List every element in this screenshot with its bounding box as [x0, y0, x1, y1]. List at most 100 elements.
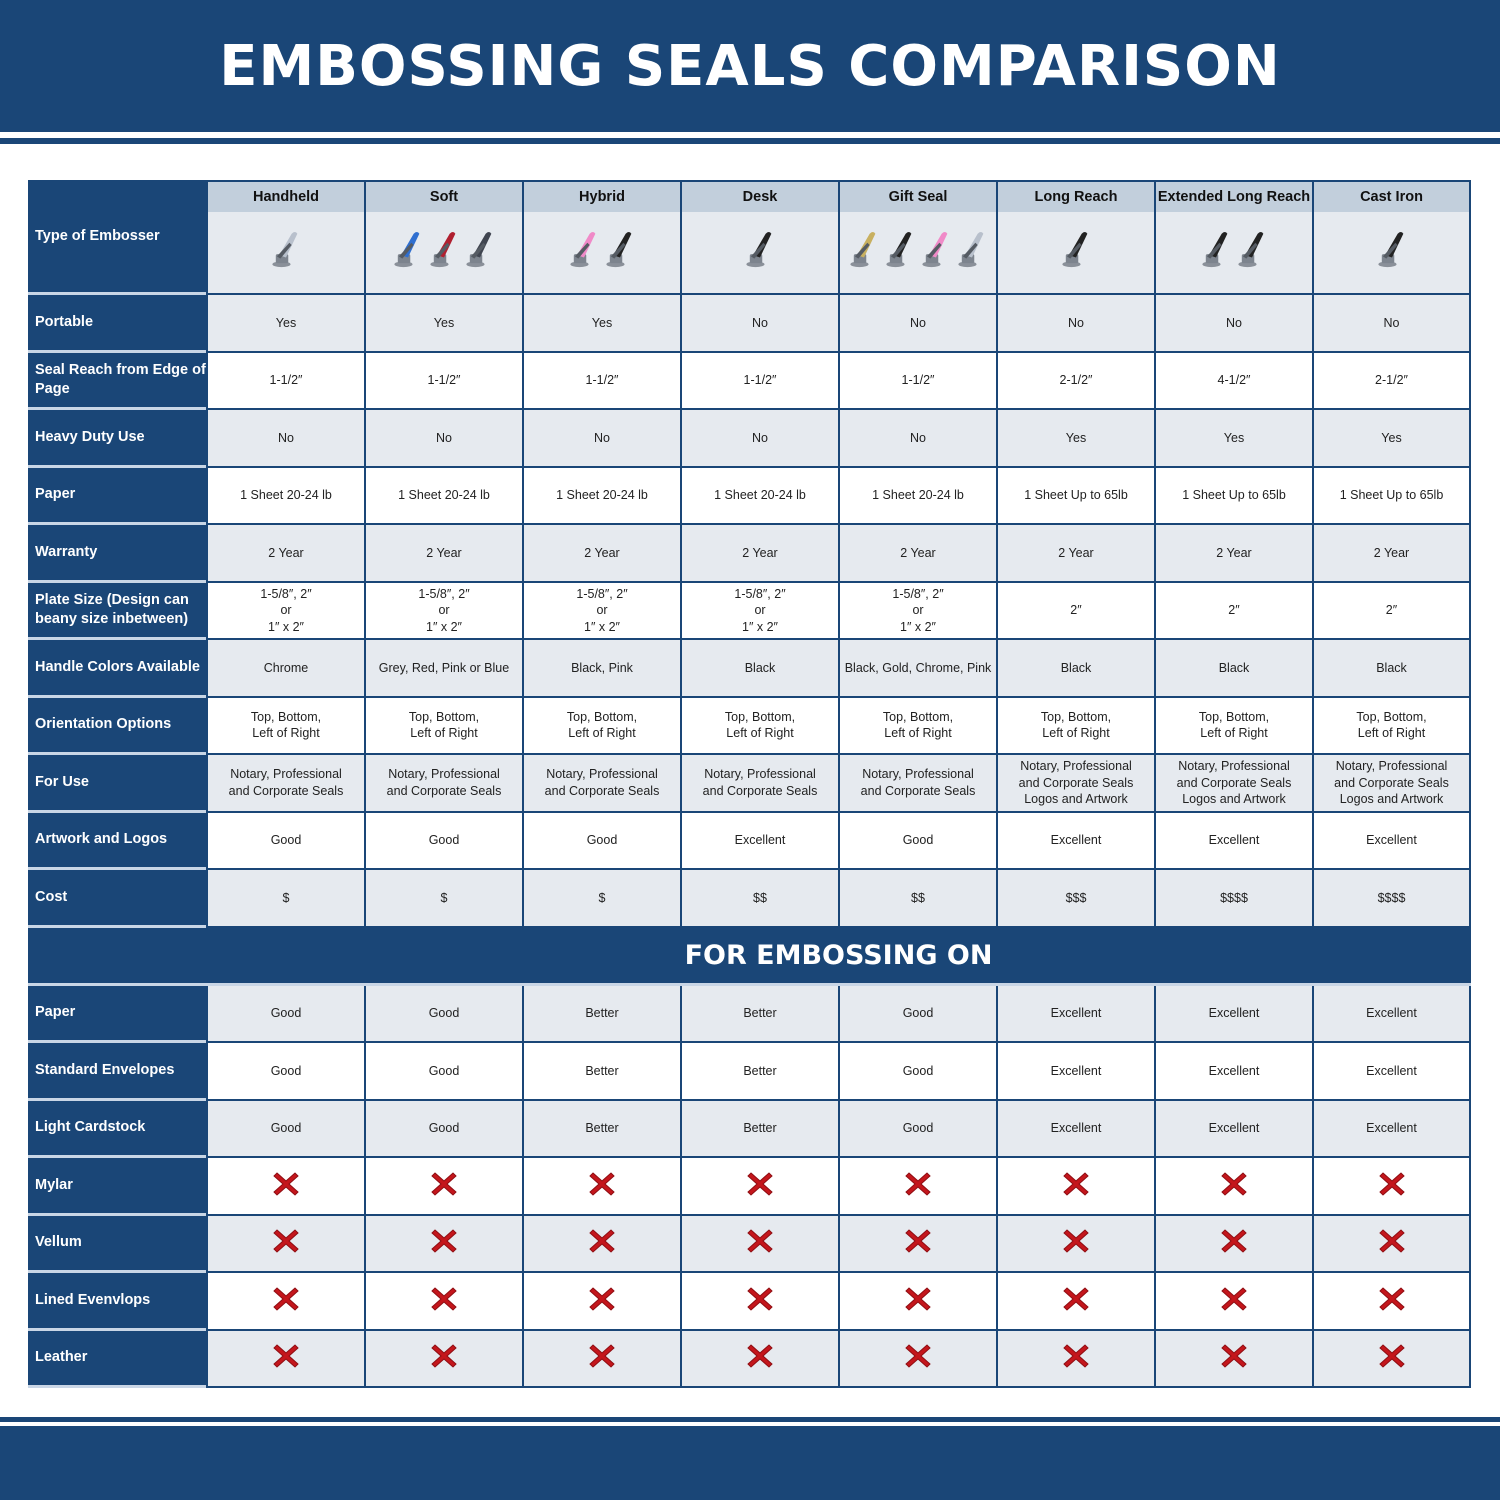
table-cell: Excellent	[1312, 985, 1471, 1043]
table-cell: Grey, Red, Pink or Blue	[364, 640, 522, 698]
table-cell: Good	[522, 812, 680, 870]
x-icon	[1378, 1285, 1406, 1318]
table-cell: $	[522, 870, 680, 928]
x-icon	[1062, 1227, 1090, 1260]
table-row-for-use: For Use Notary, Professional and Corporat…	[28, 755, 1471, 813]
x-icon	[746, 1227, 774, 1260]
table-cell: Yes	[522, 295, 680, 353]
embosser-image	[366, 212, 522, 293]
table-cell: Excellent	[996, 812, 1154, 870]
table-cell	[1154, 1273, 1312, 1331]
x-icon	[430, 1285, 458, 1318]
table-cell	[364, 1273, 522, 1331]
table-cell: Good	[364, 812, 522, 870]
table-cell	[680, 1215, 838, 1273]
table-cell: 1 Sheet 20-24 lb	[680, 467, 838, 525]
embosser-icon	[463, 214, 497, 289]
table-cell: $$	[838, 870, 996, 928]
x-icon	[1378, 1342, 1406, 1375]
table-row-mylar: Mylar	[28, 1158, 1471, 1216]
table-cell	[680, 1273, 838, 1331]
table-cell: 1-5/8″, 2″ or 1″ x 2″	[206, 582, 364, 640]
table-cell: $	[206, 870, 364, 928]
row-label: Handle Colors Available	[28, 640, 206, 698]
table-cell: Good	[206, 985, 364, 1043]
column-name: Handheld	[208, 180, 364, 212]
table-cell: Excellent	[996, 985, 1154, 1043]
table-cell: $$$	[996, 870, 1154, 928]
x-icon	[272, 1342, 300, 1375]
table-cell: No	[206, 410, 364, 468]
x-icon	[430, 1170, 458, 1203]
embosser-icon	[883, 214, 917, 289]
embosser-icon	[743, 214, 777, 289]
table-cell: No	[364, 410, 522, 468]
table-cell	[206, 1273, 364, 1331]
row-label: Paper	[28, 985, 206, 1043]
table-cell: No	[838, 295, 996, 353]
table-cell: 1-1/2″	[364, 352, 522, 410]
table-cell	[996, 1273, 1154, 1331]
table-cell: No	[680, 295, 838, 353]
x-icon	[588, 1227, 616, 1260]
row-label: Heavy Duty Use	[28, 410, 206, 468]
table-cell: Top, Bottom, Left of Right	[364, 697, 522, 755]
table-cell: 2 Year	[680, 525, 838, 583]
table-cell: Good	[206, 1043, 364, 1101]
table-cell	[680, 1158, 838, 1216]
table-cell: Better	[522, 985, 680, 1043]
table-cell: 1-5/8″, 2″ or 1″ x 2″	[838, 582, 996, 640]
x-icon	[746, 1170, 774, 1203]
table-cell: Yes	[1312, 410, 1471, 468]
embosser-icon	[269, 214, 303, 289]
footer-banner	[0, 1426, 1500, 1500]
title-banner: EMBOSSING SEALS COMPARISON	[0, 0, 1500, 132]
x-icon	[1220, 1170, 1248, 1203]
column-header-long-reach: Long Reach	[996, 180, 1154, 295]
table-cell: $$$$	[1312, 870, 1471, 928]
table-cell: 1 Sheet 20-24 lb	[838, 467, 996, 525]
embosser-icon	[1235, 214, 1269, 289]
table-row-heavy-duty-use: Heavy Duty Use No No No No No Yes Yes Yes	[28, 410, 1471, 468]
table-row-light-cardstock: Light Cardstock Good Good Better Better Good E…	[28, 1100, 1471, 1158]
table-cell: Excellent	[1312, 812, 1471, 870]
row-label: Vellum	[28, 1215, 206, 1273]
table-cell: 1-5/8″, 2″ or 1″ x 2″	[680, 582, 838, 640]
x-icon	[746, 1285, 774, 1318]
row-label: Light Cardstock	[28, 1100, 206, 1158]
table-cell: Good	[364, 985, 522, 1043]
table-row-warranty: Warranty 2 Year 2 Year 2 Year 2 Year 2 Year 2 …	[28, 525, 1471, 583]
row-label: Type of Embosser	[28, 180, 206, 295]
table-row-handle-colors-available: Handle Colors Available Chrome Grey, Red, …	[28, 640, 1471, 698]
embosser-icon	[955, 214, 989, 289]
column-header-desk: Desk	[680, 180, 838, 295]
x-icon	[1378, 1227, 1406, 1260]
table-cell: Yes	[1154, 410, 1312, 468]
table-cell: No	[522, 410, 680, 468]
table-cell: Top, Bottom, Left of Right	[1312, 697, 1471, 755]
table-cell: 1-1/2″	[680, 352, 838, 410]
table-cell	[838, 1215, 996, 1273]
table-cell	[364, 1330, 522, 1388]
table-cell	[206, 1330, 364, 1388]
table-row-cost: Cost $ $ $ $$ $$ $$$ $$$$ $$$$	[28, 870, 1471, 928]
table-cell	[522, 1158, 680, 1216]
row-label: Artwork and Logos	[28, 812, 206, 870]
table-row-standard-envelopes: Standard Envelopes Good Good Better Better Go…	[28, 1043, 1471, 1101]
row-label: Standard Envelopes	[28, 1043, 206, 1101]
table-cell: 2″	[1312, 582, 1471, 640]
x-icon	[1062, 1342, 1090, 1375]
table-cell: Good	[206, 812, 364, 870]
table-cell: Top, Bottom, Left of Right	[996, 697, 1154, 755]
table-cell: 1 Sheet Up to 65lb	[1312, 467, 1471, 525]
column-header-soft: Soft	[364, 180, 522, 295]
header-row: Type of Embosser Handheld Soft Hybrid Desk Gi…	[28, 180, 1471, 295]
table-cell: Excellent	[996, 1100, 1154, 1158]
x-icon	[1062, 1170, 1090, 1203]
table-cell: Top, Bottom, Left of Right	[838, 697, 996, 755]
table-cell: No	[680, 410, 838, 468]
table-cell: 1 Sheet 20-24 lb	[206, 467, 364, 525]
table-cell	[1154, 1215, 1312, 1273]
x-icon	[588, 1170, 616, 1203]
table-cell	[1312, 1330, 1471, 1388]
